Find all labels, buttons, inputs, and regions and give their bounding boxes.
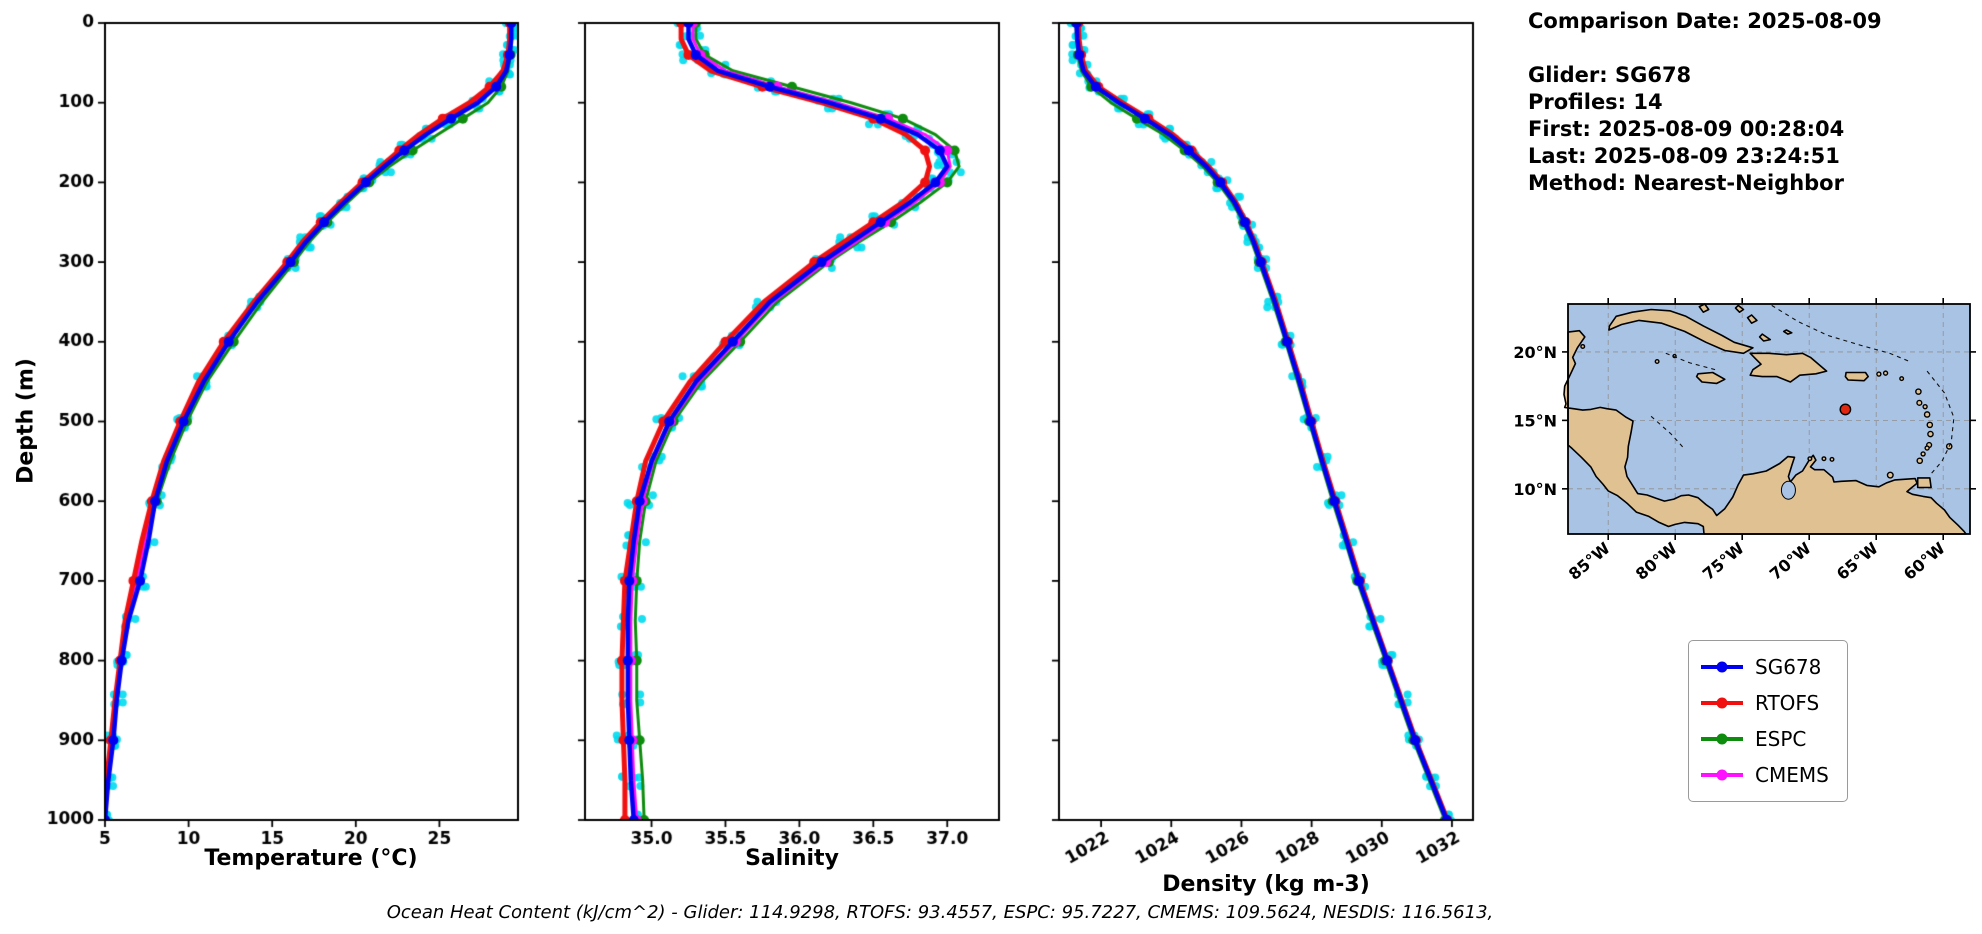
map-island xyxy=(1821,456,1827,462)
legend-swatch-icon xyxy=(1701,733,1743,745)
map-lake xyxy=(1780,480,1796,500)
map-land xyxy=(1916,477,1932,489)
map-island xyxy=(1922,403,1928,410)
legend-swatch-icon xyxy=(1701,769,1743,781)
x-axis-label-density: Density (kg m-3) xyxy=(1162,872,1370,897)
x-axis-label-salinity: Salinity xyxy=(745,846,839,871)
map-island xyxy=(1807,456,1813,462)
map-boundary-line xyxy=(1665,352,1716,371)
map-land xyxy=(1758,333,1772,342)
map-island xyxy=(1926,421,1934,429)
map-boundary-line xyxy=(1926,370,1955,475)
y-axis-label-depth: Depth (m) xyxy=(13,358,39,484)
legend-label: ESPC xyxy=(1755,727,1807,751)
map-island xyxy=(1829,456,1835,462)
map-land xyxy=(1698,303,1710,313)
map-island xyxy=(1915,388,1922,395)
legend-label: RTOFS xyxy=(1755,691,1820,715)
map-land xyxy=(1734,304,1745,313)
map-xtick-label: 75°W xyxy=(1699,538,1748,584)
map-boundary-line xyxy=(1650,415,1686,450)
legend-item-espc: ESPC xyxy=(1701,721,1829,757)
legend-swatch-icon xyxy=(1701,697,1743,709)
profiles-line: Profiles: 14 xyxy=(1528,90,1663,114)
map-frame xyxy=(1567,303,1971,535)
map-xtick-label: 65°W xyxy=(1833,538,1882,584)
x-axis-label-temperature: Temperature (°C) xyxy=(204,846,418,871)
map-land xyxy=(1563,329,1967,535)
map-land xyxy=(1695,371,1726,385)
map-xtick-label: 80°W xyxy=(1632,538,1681,584)
map-land xyxy=(1746,314,1758,324)
map-island xyxy=(1924,445,1930,451)
map-island xyxy=(1920,451,1926,457)
map-ytick-label: 10°N xyxy=(1513,480,1557,499)
legend-label: SG678 xyxy=(1755,655,1822,679)
legend-swatch-icon xyxy=(1701,661,1743,673)
map-ytick-label: 20°N xyxy=(1513,343,1557,362)
map-island xyxy=(1923,411,1931,418)
map-xtick-label: 60°W xyxy=(1900,538,1949,584)
map-island xyxy=(1876,371,1882,377)
map-island xyxy=(1927,430,1934,438)
map-land xyxy=(1608,308,1754,355)
legend-item-cmems: CMEMS xyxy=(1701,757,1829,793)
ocean-heat-content-footer: Ocean Heat Content (kJ/cm^2) - Glider: 1… xyxy=(386,902,1494,923)
map-xtick-label: 85°W xyxy=(1565,538,1614,584)
last-time-line: Last: 2025-08-09 23:24:51 xyxy=(1528,144,1840,168)
comparison-date-line: Comparison Date: 2025-08-09 xyxy=(1528,9,1882,33)
map-island xyxy=(1882,370,1889,376)
map-land xyxy=(1749,352,1828,383)
legend-item-sg678: SG678 xyxy=(1701,649,1829,685)
map-ytick-label: 15°N xyxy=(1513,411,1557,430)
map-island xyxy=(1916,399,1923,406)
profile-plots-canvas xyxy=(0,0,1520,934)
legend-item-rtofs: RTOFS xyxy=(1701,685,1829,721)
map-island xyxy=(1580,343,1586,349)
map-land xyxy=(1782,329,1793,335)
map-boundary-line xyxy=(1771,304,1910,363)
legend-box: SG678 RTOFS ESPC CMEMS xyxy=(1688,640,1848,802)
comparison-info-block: Comparison Date: 2025-08-09 Glider: SG67… xyxy=(1528,8,1882,197)
glider-line: Glider: SG678 xyxy=(1528,63,1692,87)
map-island xyxy=(1886,471,1894,479)
map-island xyxy=(1916,457,1924,465)
glider-position-marker xyxy=(1839,403,1852,416)
method-line: Method: Nearest-Neighbor xyxy=(1528,171,1844,195)
legend-label: CMEMS xyxy=(1755,763,1829,787)
first-time-line: First: 2025-08-09 00:28:04 xyxy=(1528,117,1845,141)
caribbean-map: 85°W 80°W 75°W 70°W 65°W 60°W 20°N 15°N 10°N xyxy=(1513,298,1976,584)
map-island xyxy=(1899,376,1905,382)
map-island xyxy=(1654,358,1660,364)
map-xtick-label: 70°W xyxy=(1766,538,1815,584)
map-land xyxy=(1844,371,1869,382)
